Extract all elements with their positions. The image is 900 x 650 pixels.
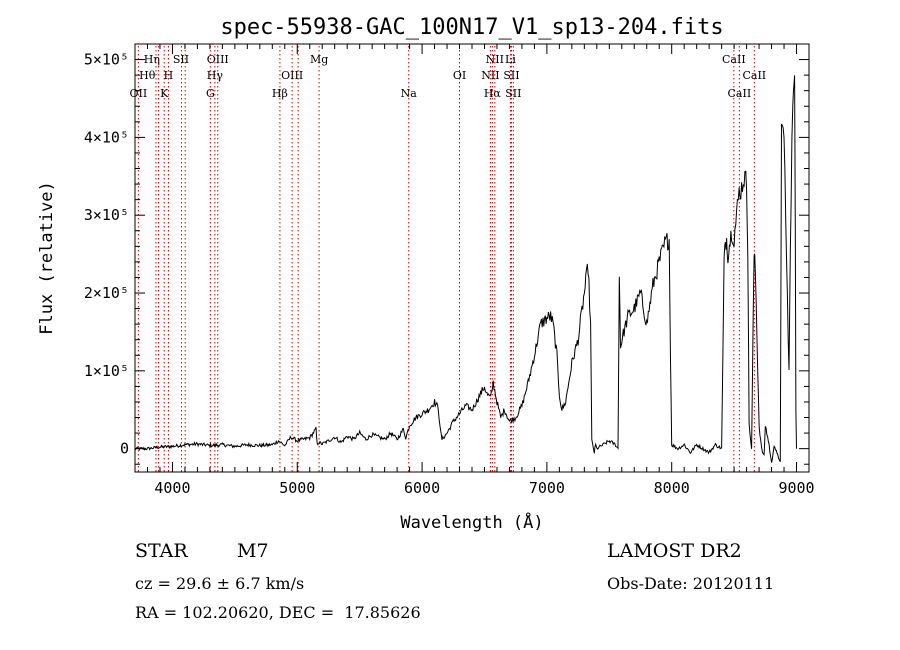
- y-tick-label: 2×10⁵: [84, 284, 129, 302]
- spectral-line-label: Li: [505, 53, 516, 66]
- y-axis-label: Flux (relative): [37, 181, 57, 335]
- y-axis-ticks: 0 1×10⁵ 2×10⁵ 3×10⁵ 4×10⁵ 5×10⁵: [84, 43, 809, 465]
- x-axis-ticks: 4000 5000 6000 7000 8000 9000: [146, 44, 815, 497]
- x-tick-label: 4000: [154, 479, 190, 497]
- spectral-line-label: Hη: [144, 53, 160, 66]
- spectral-line-label: OI: [453, 69, 466, 82]
- x-tick-label: 6000: [404, 479, 440, 497]
- spectral-line-label: Hβ: [272, 87, 288, 100]
- spectral-line-label: G: [206, 87, 215, 100]
- x-axis-label: Wavelength (Å): [400, 511, 543, 533]
- x-tick-label: 8000: [654, 479, 690, 497]
- y-tick-label: 5×10⁵: [84, 51, 129, 69]
- spectrum-line: [134, 75, 797, 463]
- x-tick-label: 5000: [279, 479, 315, 497]
- spectral-line-label: Hα: [484, 87, 502, 100]
- coordinates: RA = 102.20620, DEC = 17.85626: [135, 603, 421, 622]
- y-tick-label: 4×10⁵: [84, 128, 129, 146]
- spectral-line-label: OIII: [281, 69, 303, 82]
- y-tick-label: 1×10⁵: [84, 362, 129, 380]
- spectral-line-label: SII: [503, 69, 519, 82]
- spectral-line-label: SII: [505, 87, 521, 100]
- object-type: STAR: [135, 540, 188, 562]
- spectral-line-label: CaII: [742, 69, 766, 82]
- plot-frame: [134, 43, 810, 473]
- spectral-line-markers: [137, 46, 755, 472]
- spectral-line-label: Hθ: [139, 69, 156, 82]
- survey-name: LAMOST DR2: [607, 540, 742, 562]
- spectral-line-label: CaII: [722, 53, 746, 66]
- spectral-line-label: H: [164, 69, 174, 82]
- observation-date: Obs-Date: 20120111: [607, 574, 775, 593]
- y-tick-label: 3×10⁵: [84, 206, 129, 224]
- spectral-line-label: NII: [481, 69, 499, 82]
- spectral-line-label: Mg: [310, 53, 328, 66]
- y-tick-label: 0: [120, 440, 129, 458]
- spectral-line-label: NII: [486, 53, 504, 66]
- spectral-line-label: OIII: [207, 53, 229, 66]
- spectral-line-label: OII: [130, 87, 148, 100]
- spectral-line-label: CaII: [728, 87, 752, 100]
- object-subclass: M7: [237, 540, 269, 562]
- spectral-line-label: SII: [173, 53, 189, 66]
- spectral-line-label: K: [160, 87, 169, 100]
- redshift-value: cz = 29.6 ± 6.7 km/s: [135, 574, 305, 593]
- spectral-line-label: Hγ: [207, 69, 224, 82]
- x-tick-label: 9000: [778, 479, 814, 497]
- chart-title: spec-55938-GAC_100N17_V1_sp13-204.fits: [220, 15, 723, 40]
- spectral-line-label: Na: [401, 87, 418, 100]
- x-tick-label: 7000: [529, 479, 565, 497]
